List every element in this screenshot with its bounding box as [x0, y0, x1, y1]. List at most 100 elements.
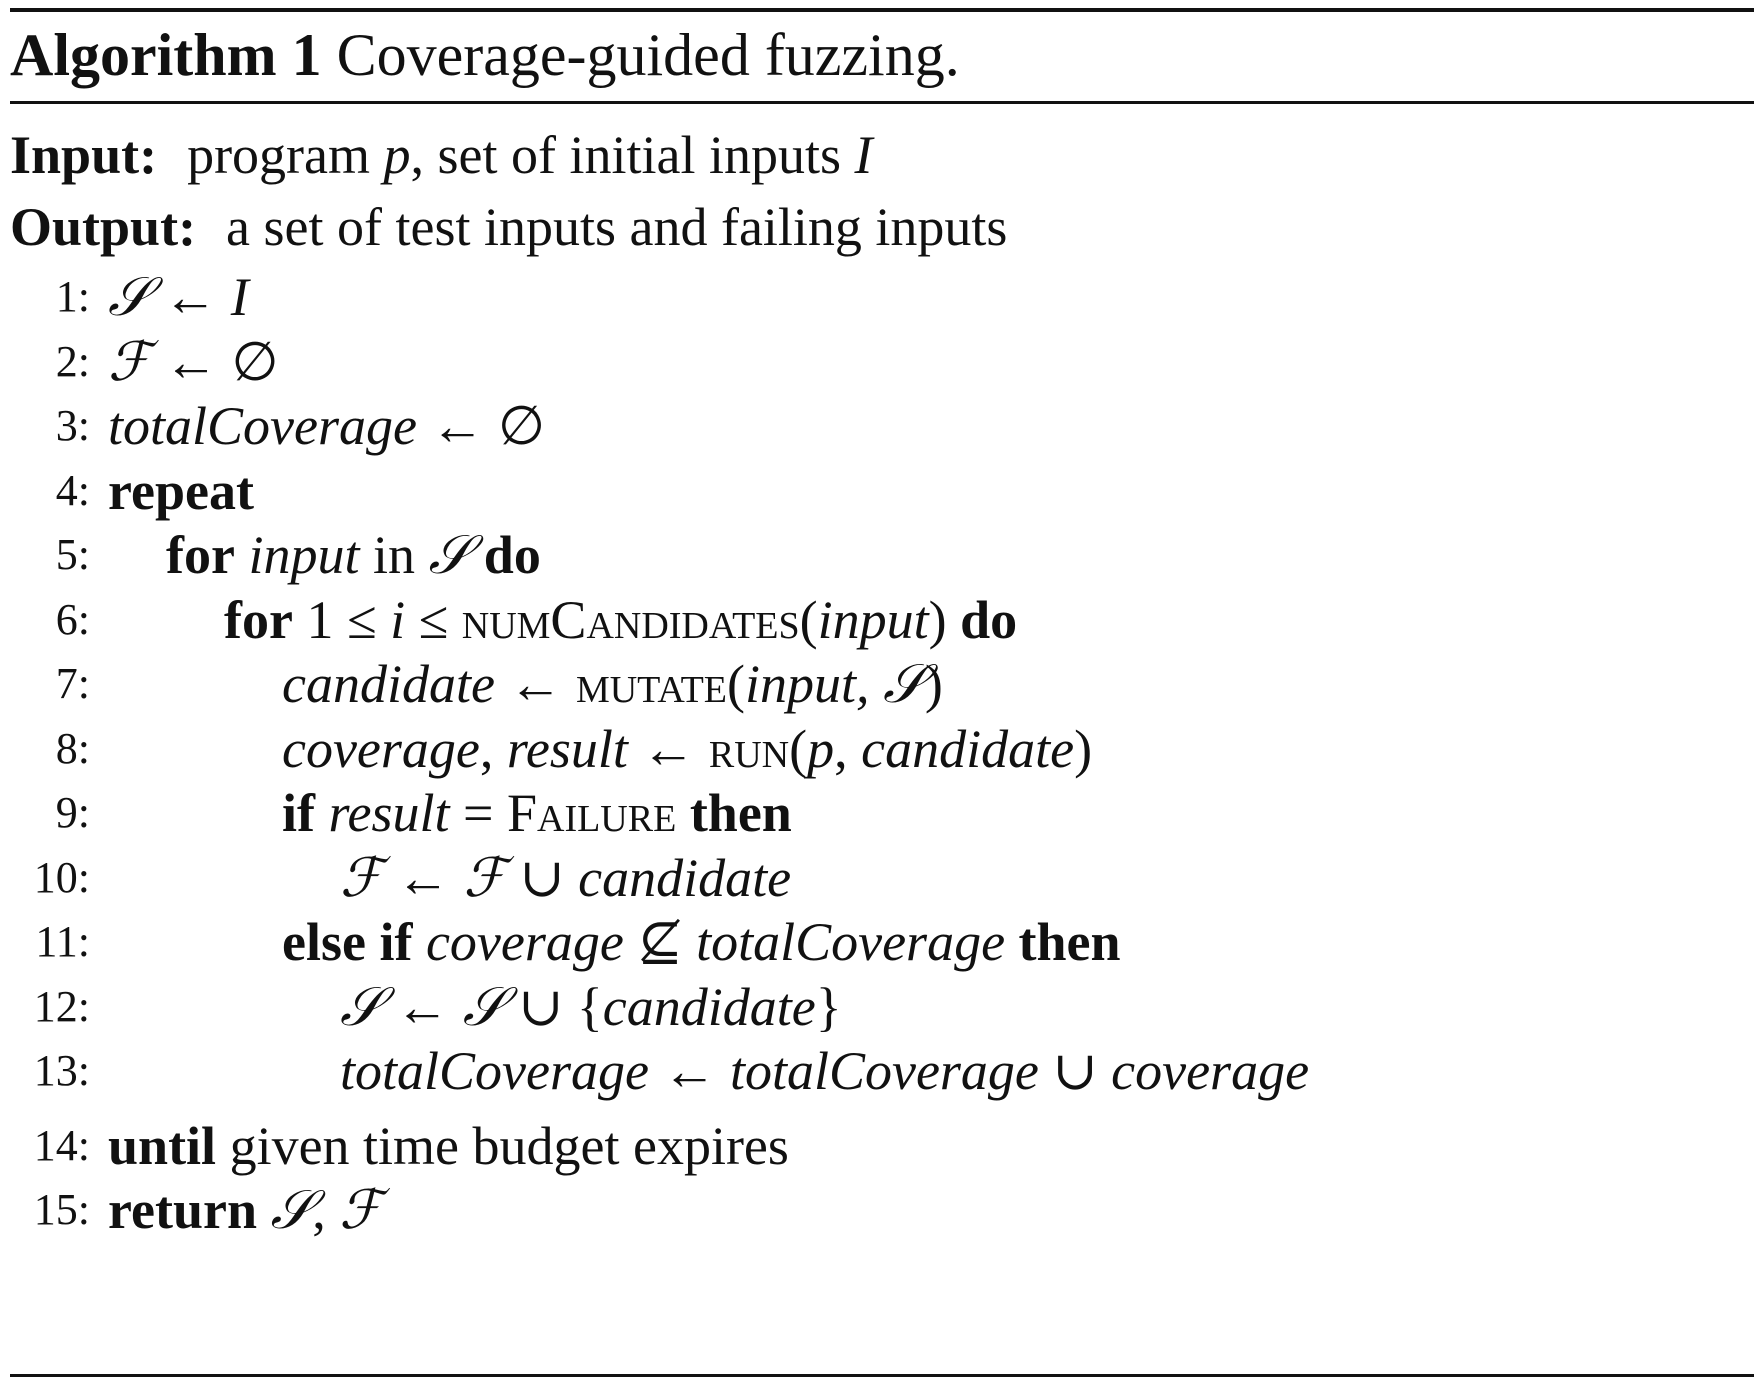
bottom-rule	[10, 1374, 1754, 1377]
union: ∪	[505, 848, 579, 908]
line-number: 10:	[33, 853, 90, 902]
set-f-symbol: ℱ	[463, 846, 506, 909]
keyword-repeat: repeat	[108, 461, 254, 521]
line-code: else if coverage ⊈ totalCoverage then	[282, 907, 1121, 977]
set-f-symbol: ℱ	[339, 1178, 382, 1241]
line-code: for input in 𝒮 do	[166, 520, 541, 590]
top-rule	[10, 8, 1754, 12]
var-total-coverage: totalCoverage	[729, 1041, 1039, 1101]
var-result: result	[328, 783, 450, 843]
keyword-return: return	[108, 1180, 257, 1240]
line-code: ℱ ← ℱ ∪ candidate	[340, 843, 791, 913]
line-number: 12:	[33, 982, 90, 1031]
assign-arrow: ←	[382, 848, 464, 908]
input-var-i: I	[854, 125, 873, 185]
set-f-symbol: ℱ	[108, 330, 151, 393]
paren-open: (	[799, 590, 818, 650]
input-text-b: , set of initial inputs	[410, 125, 855, 185]
leq: ≤	[405, 590, 462, 650]
caption-label: Algorithm 1	[10, 22, 322, 88]
line-code: 𝒮 ← 𝒮 ∪ {candidate}	[340, 972, 842, 1042]
var-coverage: coverage	[282, 719, 480, 779]
range-start: 1 ≤	[292, 590, 391, 650]
output-keyword: Output:	[10, 197, 197, 257]
assign-arrow: ←	[494, 654, 576, 714]
brace-close: }	[815, 977, 842, 1037]
line-number: 8:	[55, 724, 90, 773]
assign-arrow: ←	[149, 267, 231, 327]
space	[315, 783, 329, 843]
until-condition: given time budget expires	[216, 1116, 789, 1176]
var-candidate: candidate	[578, 848, 792, 908]
keyword-then: then	[1018, 912, 1121, 972]
output-spec: Output: a set of test inputs and failing …	[10, 192, 1007, 262]
const-failure: Failure	[506, 783, 677, 843]
set-s-symbol: 𝒮	[108, 265, 150, 328]
var-candidate: candidate	[602, 977, 816, 1037]
assign-empty: ← ∅	[416, 396, 545, 456]
var-p: p	[807, 719, 835, 779]
space	[676, 783, 690, 843]
space	[235, 525, 249, 585]
paren-close: )	[1074, 719, 1093, 779]
var-coverage: coverage	[425, 912, 624, 972]
set-s-symbol: 𝒮	[270, 1178, 313, 1241]
set-s-symbol: 𝒮	[462, 975, 505, 1038]
var-total-coverage: totalCoverage	[696, 912, 1006, 972]
output-text: a set of test inputs and failing inputs	[226, 197, 1008, 257]
line-number: 2:	[55, 337, 90, 386]
keyword-else-if: else if	[282, 912, 413, 972]
line-number: 11:	[35, 917, 90, 966]
line-code: until given time budget expires	[108, 1111, 789, 1181]
space	[470, 525, 484, 585]
line-number: 6:	[55, 595, 90, 644]
keyword-until: until	[108, 1116, 217, 1176]
paren-close: )	[924, 654, 943, 714]
set-s-symbol: 𝒮	[428, 523, 471, 586]
paren-open: (	[789, 719, 808, 779]
var-input: input,	[745, 654, 884, 714]
assign-arrow: ←	[381, 977, 463, 1037]
not-subset: ⊈	[623, 912, 697, 972]
input-keyword: Input:	[10, 125, 158, 185]
line-code: coverage, result ← run(p, candidate)	[282, 714, 1092, 784]
paren-close: )	[928, 590, 961, 650]
input-var-p: p	[383, 125, 411, 185]
line-code: return 𝒮, ℱ	[108, 1175, 382, 1245]
var-total-coverage: totalCoverage	[108, 396, 417, 456]
union-brace-open: ∪ {	[504, 977, 603, 1037]
keyword-for: for	[166, 525, 235, 585]
line-code: repeat	[108, 456, 254, 526]
line-number: 3:	[55, 401, 90, 450]
var-candidate: candidate	[861, 719, 1075, 779]
algorithm-block: Algorithm 1 Coverage-guided fuzzing. Inp…	[10, 0, 1754, 1385]
space	[412, 912, 426, 972]
set-f-symbol: ℱ	[340, 846, 383, 909]
line-number: 9:	[55, 788, 90, 837]
line-number: 1:	[55, 272, 90, 321]
var-i-index: i	[390, 590, 406, 650]
line-code: totalCoverage ← totalCoverage ∪ coverage	[340, 1036, 1309, 1106]
space	[1005, 912, 1019, 972]
func-mutate: mutate	[575, 654, 728, 714]
caption-rule	[10, 101, 1754, 104]
var-input: input	[248, 525, 360, 585]
keyword-do: do	[483, 525, 541, 585]
line-number: 14:	[33, 1121, 90, 1170]
input-spec: Input: program p, set of initial inputs I	[10, 120, 872, 190]
keyword-then: then	[689, 783, 792, 843]
func-run: run	[708, 719, 790, 779]
var-i: I	[230, 267, 249, 327]
line-code: candidate ← mutate(input, 𝒮)	[282, 649, 943, 719]
equals: =	[449, 783, 507, 843]
line-code: for 1 ≤ i ≤ numCandidates(input) do	[224, 585, 1017, 655]
line-number: 13:	[33, 1046, 90, 1095]
union: ∪	[1038, 1041, 1112, 1101]
line-number: 4:	[55, 466, 90, 515]
algorithm-caption: Algorithm 1 Coverage-guided fuzzing.	[10, 14, 960, 96]
line-number: 5:	[55, 530, 90, 579]
assign-arrow: ←	[627, 719, 709, 779]
set-s-symbol: 𝒮	[883, 652, 925, 715]
assign-arrow: ←	[648, 1041, 730, 1101]
space	[257, 1180, 271, 1240]
